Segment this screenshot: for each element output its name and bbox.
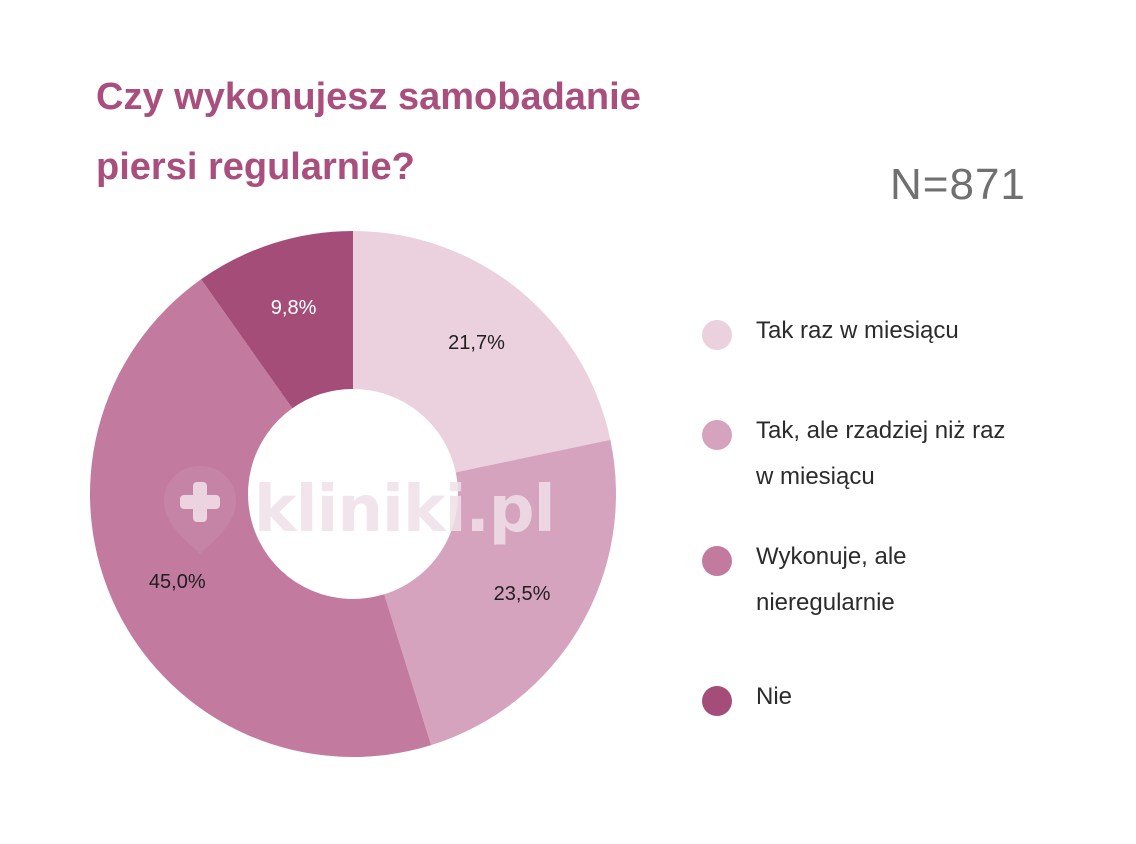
cross-pin-icon — [164, 466, 236, 554]
legend-item-3: Wykonuje, ale nieregularnie — [702, 542, 1006, 626]
slice-label-4: 9,8% — [271, 297, 317, 319]
slice-2 — [384, 439, 616, 746]
legend-label-1: Tak raz w miesiącu — [756, 317, 959, 344]
legend-item-4: Nie — [702, 682, 1006, 720]
legend-swatch-3 — [702, 546, 732, 576]
slice-1 — [353, 231, 611, 473]
legend-swatch-2 — [702, 420, 732, 450]
sample-size: N=871 — [890, 160, 1026, 209]
legend-swatch-1 — [702, 320, 732, 350]
watermark: kliniki.pl — [160, 460, 555, 560]
slice-3 — [89, 279, 432, 758]
slice-label-3: 45,0% — [149, 571, 206, 593]
chart-title: Czy wykonujesz samobadanie piersi regula… — [96, 62, 776, 202]
slice-label-2: 23,5% — [494, 583, 551, 605]
legend-label-4: Nie — [756, 683, 793, 710]
slice-label-1: 21,7% — [448, 332, 505, 354]
legend-item-1: Tak raz w miesiącu — [702, 316, 1006, 354]
legend-label-3: Wykonuje, ale nieregularnie — [756, 543, 907, 616]
legend-item-2: Tak, ale rzadziej niż raz w miesiącu — [702, 416, 1006, 500]
slice-4 — [201, 231, 353, 409]
legend-label-2: Tak, ale rzadziej niż raz w miesiącu — [756, 417, 1006, 490]
watermark-text: kliniki.pl — [254, 473, 555, 547]
chart-title-line-2: piersi regularnie? — [96, 146, 415, 188]
legend-swatch-4 — [702, 686, 732, 716]
chart-title-line-1: Czy wykonujesz samobadanie — [96, 76, 641, 118]
